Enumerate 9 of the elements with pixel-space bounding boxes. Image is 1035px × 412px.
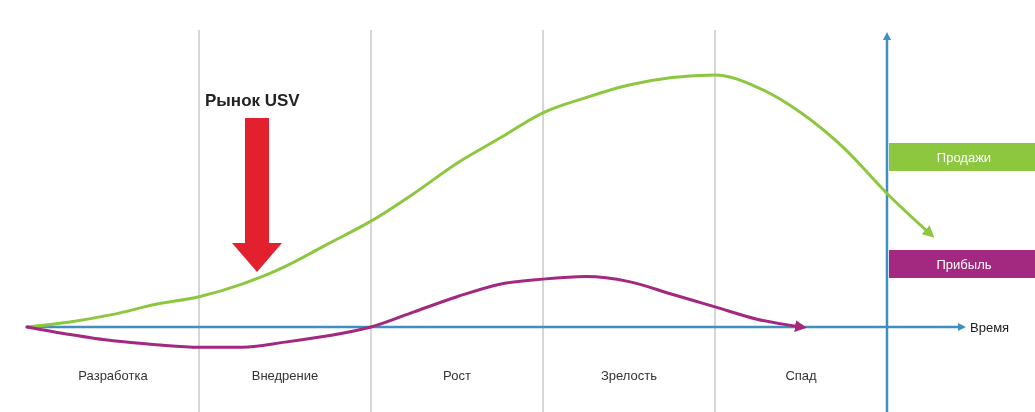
x-axis-title: Время: [970, 320, 1010, 335]
x-tick-label: Рост: [443, 368, 471, 383]
x-tick-label: Внедрение: [251, 368, 319, 383]
x-tick-label: Зрелость: [600, 368, 658, 383]
x-tick-label: Разработка: [78, 368, 149, 383]
legend-label-box: Прибыль: [889, 250, 1035, 278]
legend-label-box: Продажи: [889, 143, 1035, 171]
annotation: Рынок USV: [205, 91, 301, 110]
x-tick-label: Спад: [785, 368, 818, 383]
